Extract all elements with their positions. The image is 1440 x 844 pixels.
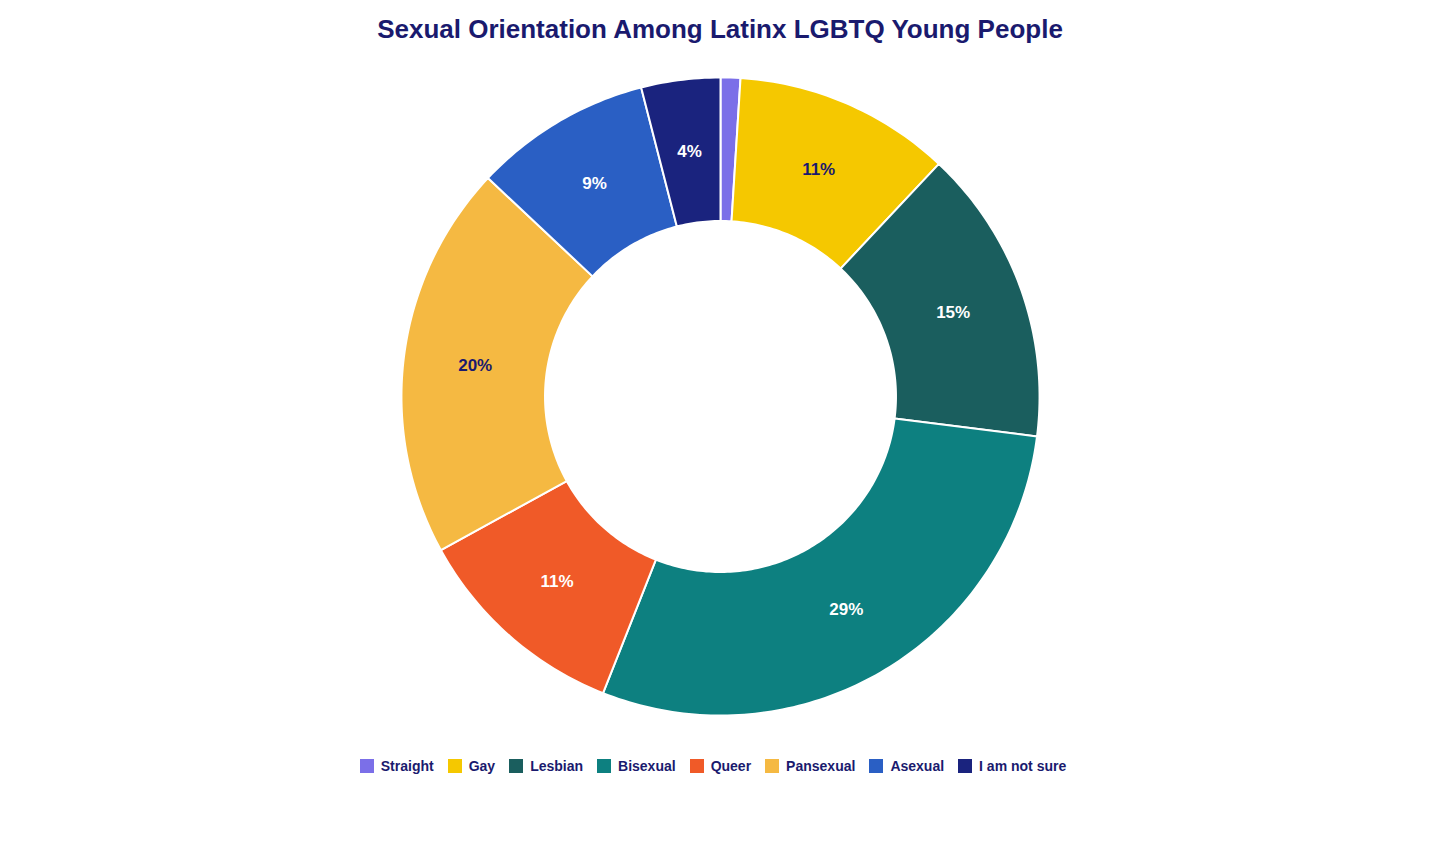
svg-text:4%: 4%	[677, 142, 702, 161]
svg-text:9%: 9%	[582, 174, 607, 193]
svg-text:11%: 11%	[802, 160, 835, 179]
html-text:Bisexual: Bisexual	[618, 757, 676, 774]
html-text:Sexual Orientation Among Latin: Sexual Orientation Among Latinx LGBTQ Yo…	[377, 14, 1063, 44]
html-text:Pansexual: Pansexual	[786, 757, 856, 774]
svg-text:20%: 20%	[458, 356, 492, 375]
html-text:Straight: Straight	[380, 757, 434, 774]
svg-text:29%: 29%	[829, 600, 863, 619]
svg-text:11%: 11%	[540, 572, 573, 591]
html-text:Queer: Queer	[710, 757, 752, 774]
html-text:Gay: Gay	[468, 757, 496, 774]
html-text:Asexual: Asexual	[890, 757, 945, 774]
html-text:I am not sure: I am not sure	[979, 757, 1067, 774]
svg-text:15%: 15%	[936, 303, 970, 322]
html-text:Lesbian: Lesbian	[530, 757, 583, 774]
